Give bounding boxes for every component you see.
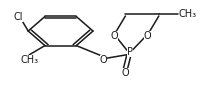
Text: Cl: Cl: [13, 12, 23, 23]
Text: O: O: [122, 68, 129, 78]
Text: CH₃: CH₃: [179, 9, 197, 19]
Text: P: P: [127, 47, 133, 57]
Text: O: O: [110, 31, 118, 41]
Text: O: O: [100, 55, 107, 65]
Text: O: O: [144, 31, 151, 41]
Text: CH₃: CH₃: [20, 55, 38, 65]
